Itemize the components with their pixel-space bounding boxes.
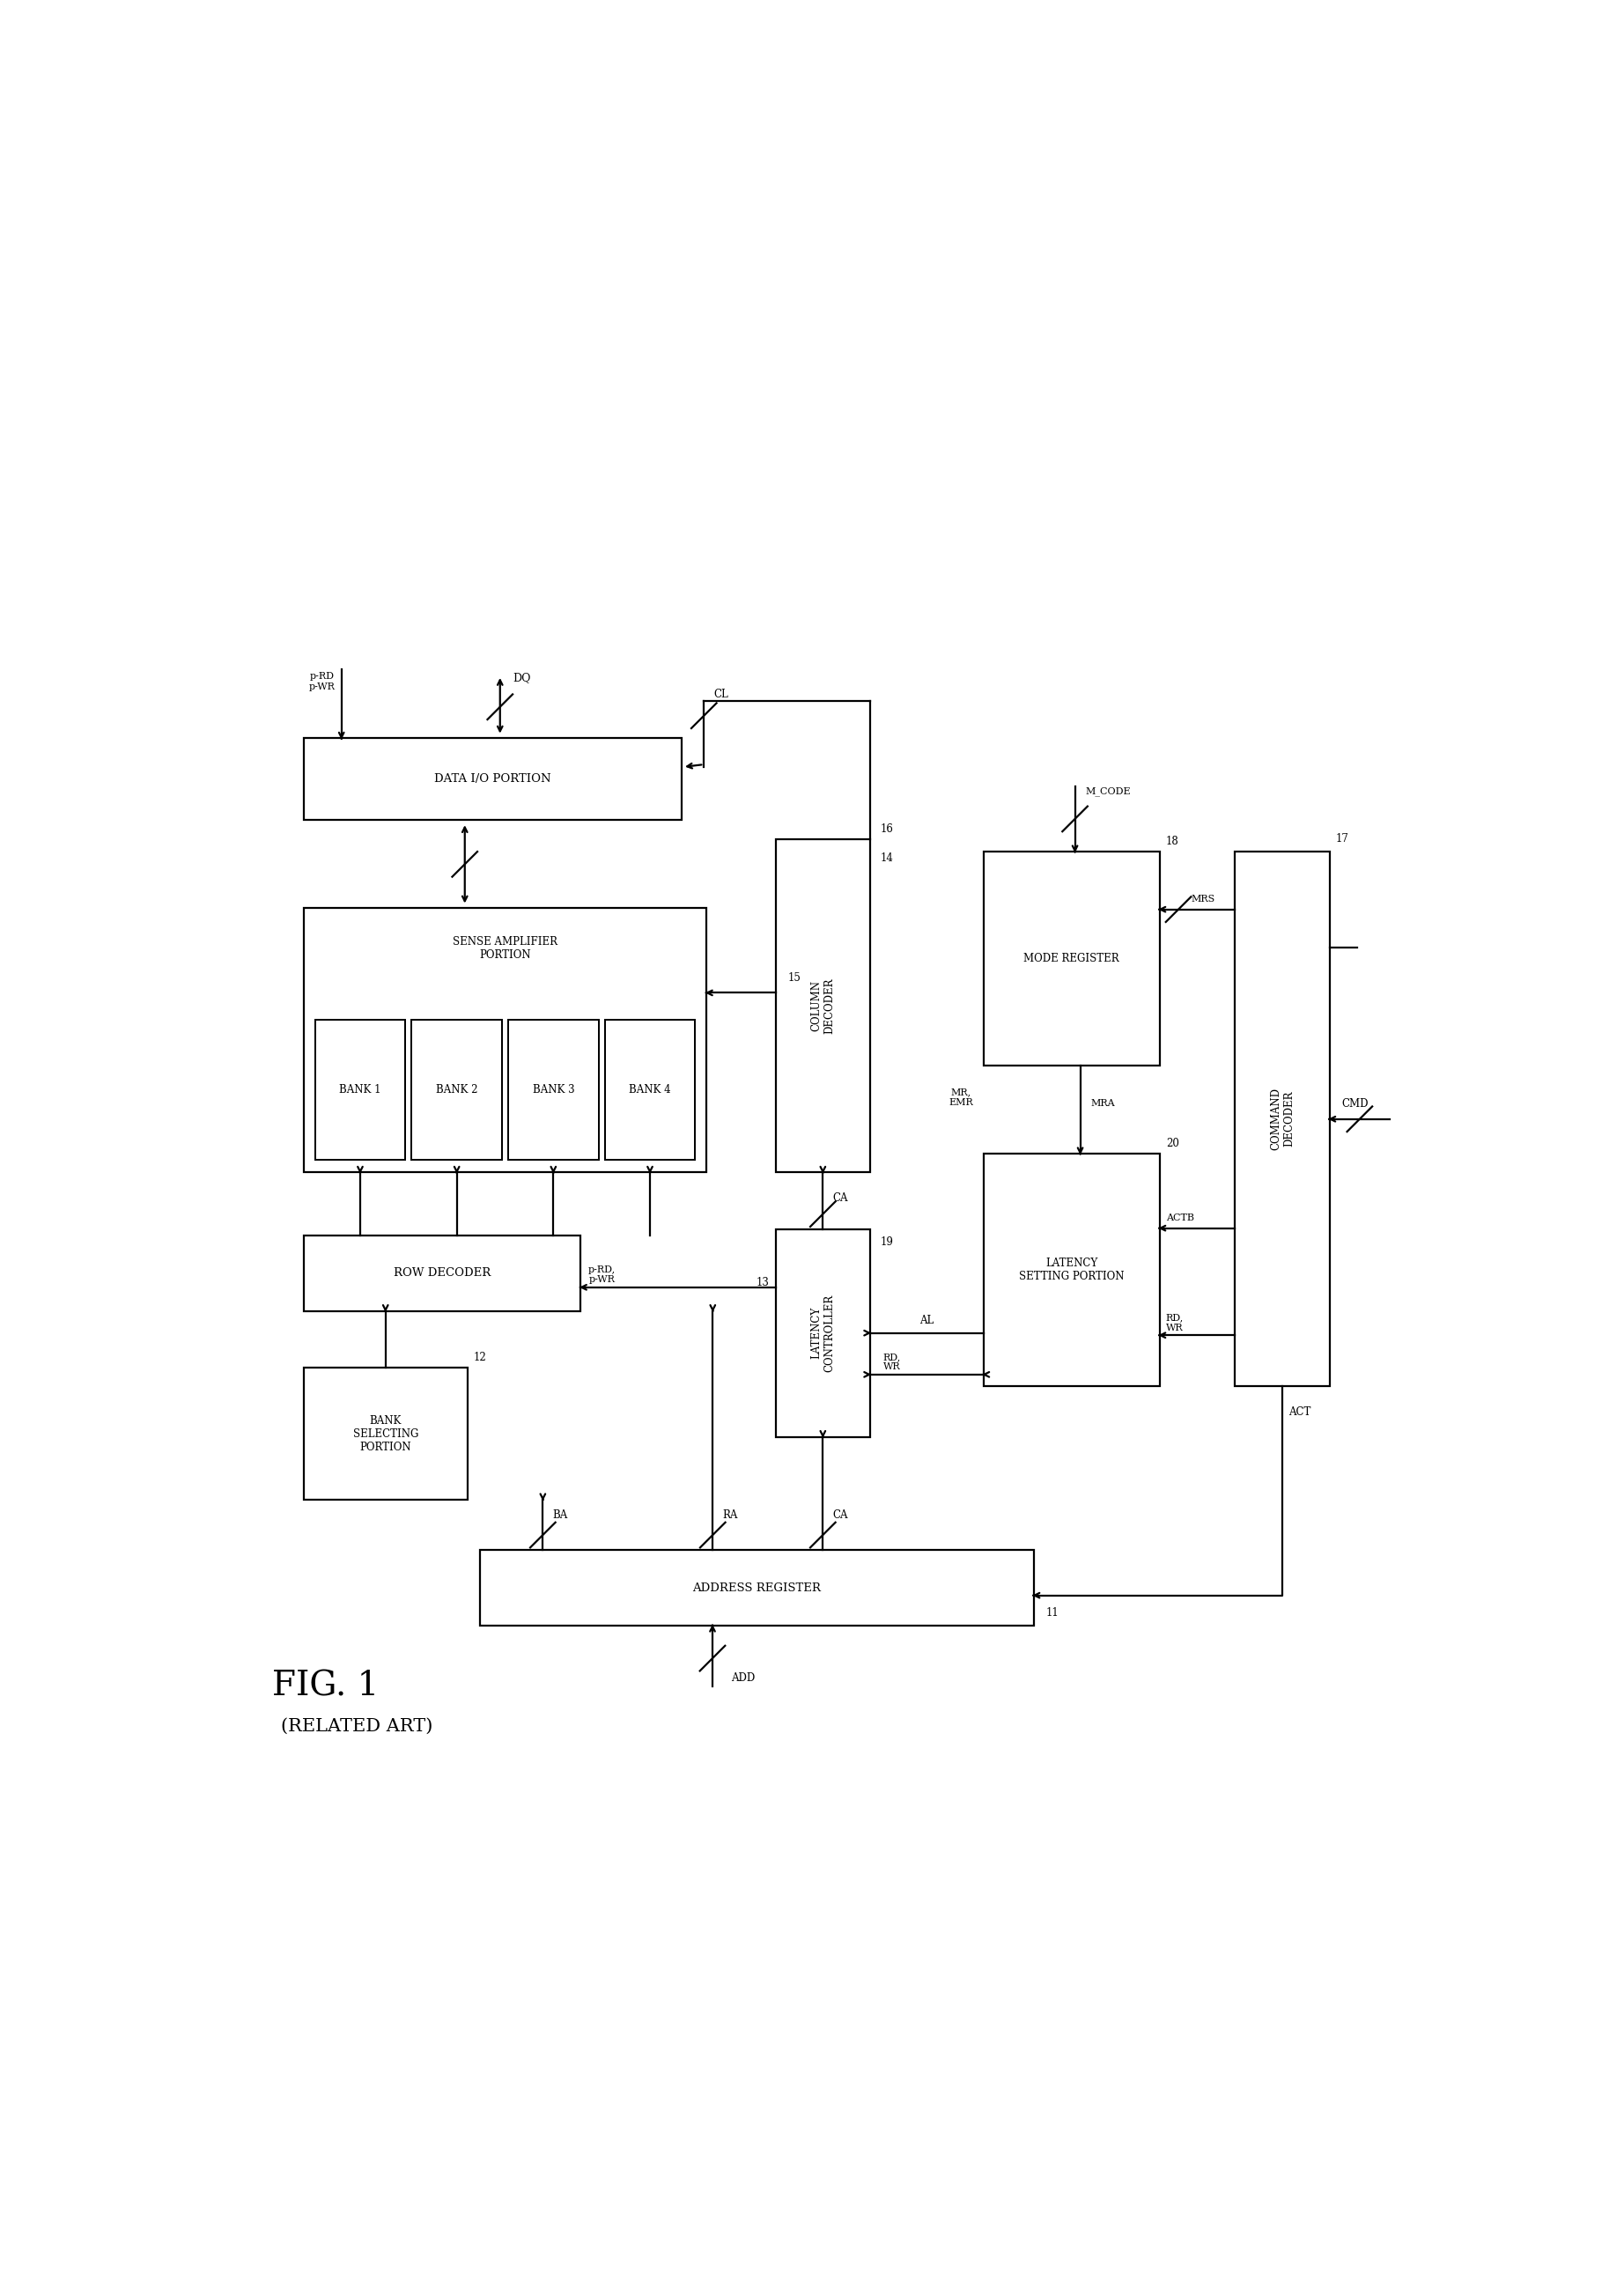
Bar (776, 1229, 870, 1436)
Text: ACT: ACT (1288, 1406, 1311, 1418)
Text: 18: 18 (1166, 836, 1179, 847)
Text: RD,
WR: RD, WR (1166, 1313, 1184, 1331)
Text: 14: 14 (880, 852, 893, 863)
Bar (411, 1020, 502, 1161)
Text: 20: 20 (1166, 1138, 1179, 1150)
Bar (304, 1236, 580, 1311)
Bar (1234, 852, 1330, 1386)
Text: BANK 4: BANK 4 (628, 1084, 671, 1095)
Text: (RELATED ART): (RELATED ART) (281, 1718, 434, 1734)
Text: LATENCY
CONTROLLER: LATENCY CONTROLLER (810, 1295, 835, 1372)
Text: CA: CA (833, 1193, 848, 1204)
Text: MRA: MRA (1090, 1100, 1114, 1109)
Text: ROW DECODER: ROW DECODER (393, 1268, 490, 1279)
Text: 15: 15 (788, 972, 801, 984)
Text: DATA I/O PORTION: DATA I/O PORTION (434, 772, 551, 784)
Text: FIG. 1: FIG. 1 (273, 1670, 378, 1702)
Text: LATENCY
SETTING PORTION: LATENCY SETTING PORTION (1018, 1259, 1124, 1281)
Text: 19: 19 (880, 1236, 893, 1247)
Text: MODE REGISTER: MODE REGISTER (1023, 952, 1119, 963)
Text: M_CODE: M_CODE (1085, 786, 1130, 795)
Text: ADDRESS REGISTER: ADDRESS REGISTER (692, 1581, 822, 1593)
Text: p-RD,
p-WR: p-RD, p-WR (588, 1266, 615, 1284)
Bar (983, 852, 1160, 1066)
Text: CMD: CMD (1341, 1097, 1367, 1109)
Text: 16: 16 (880, 822, 893, 834)
Bar (508, 1020, 599, 1161)
Text: AL: AL (919, 1315, 934, 1327)
Text: p-RD
p-WR: p-RD p-WR (309, 673, 335, 691)
Text: RD,
WR: RD, WR (883, 1352, 900, 1372)
Text: DQ: DQ (513, 673, 531, 684)
Text: CA: CA (833, 1509, 848, 1520)
Bar (304, 1368, 468, 1500)
Text: MR,
EMR: MR, EMR (948, 1088, 973, 1106)
Text: 11: 11 (1046, 1606, 1059, 1618)
Bar (604, 1020, 695, 1161)
Bar (983, 1154, 1160, 1386)
Text: BANK 2: BANK 2 (435, 1084, 477, 1095)
Bar (304, 738, 680, 820)
Text: 17: 17 (1335, 834, 1350, 845)
Bar (776, 838, 870, 1172)
Text: RA: RA (723, 1509, 737, 1520)
Text: 13: 13 (757, 1277, 770, 1288)
Text: CL: CL (715, 688, 729, 700)
Text: BA: BA (552, 1509, 568, 1520)
Text: MRS: MRS (1190, 895, 1215, 904)
Text: SENSE AMPLIFIER
PORTION: SENSE AMPLIFIER PORTION (453, 936, 557, 961)
Text: ADD: ADD (731, 1672, 755, 1684)
Text: BANK
SELECTING
PORTION: BANK SELECTING PORTION (352, 1415, 419, 1452)
Text: BANK 1: BANK 1 (339, 1084, 382, 1095)
Text: BANK 3: BANK 3 (533, 1084, 575, 1095)
Bar (304, 909, 706, 1172)
Text: 12: 12 (474, 1352, 487, 1363)
Bar (481, 1550, 1033, 1624)
Text: COMMAND
DECODER: COMMAND DECODER (1270, 1088, 1294, 1150)
Bar (315, 1020, 406, 1161)
Text: ACTB: ACTB (1166, 1213, 1194, 1222)
Text: COLUMN
DECODER: COLUMN DECODER (810, 977, 835, 1034)
